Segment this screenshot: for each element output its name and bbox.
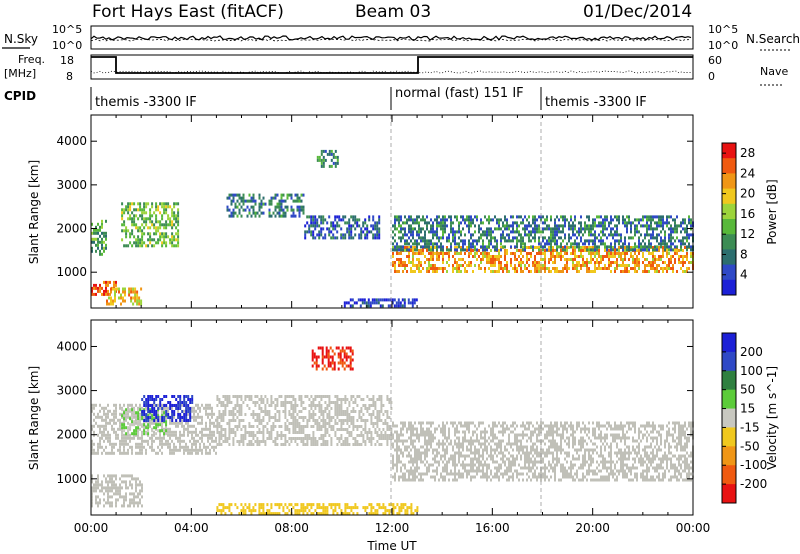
power-ytick-1000: 1000 bbox=[56, 265, 87, 279]
power-echo-band-8 bbox=[392, 215, 694, 252]
cpid-segment-3: themis -3300 IF bbox=[545, 95, 647, 110]
power-colorbar-swatch-6 bbox=[722, 234, 736, 250]
velocity-colorbar-swatch-7 bbox=[722, 465, 736, 485]
xtick-label-3: 12:00 bbox=[375, 521, 410, 535]
noise-tick-high: 10^5 bbox=[52, 23, 82, 36]
power-ylabel: Slant Range [km] bbox=[27, 160, 41, 264]
velocity-echo-band-2 bbox=[141, 395, 194, 422]
beam-title: Beam 03 bbox=[355, 2, 431, 22]
power-colorbar-swatch-2 bbox=[722, 173, 736, 190]
velocity-ytick-4000: 4000 bbox=[56, 339, 87, 353]
power-echo-band-1 bbox=[91, 280, 117, 296]
velocity-colorbar-tick-7: -200 bbox=[740, 477, 767, 491]
power-colorbar-swatch-9 bbox=[722, 279, 736, 296]
velocity-ytick-3000: 3000 bbox=[56, 384, 87, 398]
velocity-colorbar-swatch-0 bbox=[722, 333, 736, 353]
power-echo-band-5 bbox=[304, 215, 381, 240]
nave-tick-low: 0 bbox=[708, 70, 715, 83]
velocity-colorbar-tick-1: 100 bbox=[740, 364, 763, 378]
velocity-ylabel: Slant Range [km] bbox=[27, 366, 41, 470]
velocity-ytick-2000: 2000 bbox=[56, 428, 87, 442]
search-tick-low: 10^0 bbox=[708, 39, 738, 52]
velocity-colorbar-tick-5: -50 bbox=[740, 439, 760, 453]
nave-line bbox=[90, 70, 692, 74]
power-colorbar-tick-3: 16 bbox=[740, 207, 755, 221]
cpid-segment-1: themis -3300 IF bbox=[95, 95, 197, 110]
date-title: 01/Dec/2014 bbox=[583, 2, 692, 22]
freq-tick-high: 18 bbox=[60, 54, 74, 67]
velocity-colorbar-swatch-3 bbox=[722, 389, 736, 410]
freq-panel: Freq. [MHz] 18 8 60 0 Nave bbox=[4, 53, 788, 86]
velocity-colorbar-swatch-6 bbox=[722, 446, 736, 466]
xtick-label-5: 20:00 bbox=[575, 521, 610, 535]
power-ytick-4000: 4000 bbox=[56, 134, 87, 148]
velocity-echo-band-3 bbox=[91, 474, 143, 508]
velocity-colorbar-tick-0: 200 bbox=[740, 345, 763, 359]
cpid-label: CPID bbox=[4, 89, 36, 103]
power-ytick-2000: 2000 bbox=[56, 222, 87, 236]
power-colorbar-swatch-5 bbox=[722, 219, 736, 235]
cpid-panel: CPID themis -3300 IF normal (fast) 151 I… bbox=[4, 86, 647, 110]
velocity-colorbar-tick-4: -15 bbox=[740, 420, 760, 434]
station-title: Fort Hays East (fitACF) bbox=[92, 2, 284, 22]
power-ytick-3000: 3000 bbox=[56, 178, 87, 192]
noise-tick-low: 10^0 bbox=[52, 39, 82, 52]
power-colorbar-label: Power [dB] bbox=[765, 179, 779, 244]
power-colorbar-tick-1: 8 bbox=[740, 247, 748, 261]
power-colorbar-tick-6: 28 bbox=[740, 146, 755, 160]
velocity-echo-band-5 bbox=[311, 346, 354, 371]
velocity-echo-band-7 bbox=[216, 503, 419, 516]
noise-search-line bbox=[90, 38, 692, 42]
power-colorbar-tick-4: 20 bbox=[740, 187, 755, 201]
power-colorbar-swatch-1 bbox=[722, 158, 736, 174]
power-echo-band-0 bbox=[91, 219, 107, 256]
power-echo-band-9 bbox=[343, 298, 418, 308]
velocity-echo-band-1 bbox=[121, 408, 168, 436]
xtick-label-2: 08:00 bbox=[274, 521, 309, 535]
noise-panel: N.Sky 10^5 10^0 10^5 10^0 N.Search bbox=[2, 23, 800, 52]
velocity-colorbar-swatch-2 bbox=[722, 370, 736, 391]
velocity-colorbar-swatch-4 bbox=[722, 408, 736, 428]
power-echo-band-4 bbox=[226, 193, 305, 218]
velocity-colorbar-swatch-5 bbox=[722, 427, 736, 447]
velocity-colorbar-tick-2: 50 bbox=[740, 383, 755, 397]
velocity-colorbar-label: Velocity [m s^-1] bbox=[765, 366, 779, 470]
noise-search-label: N.Search bbox=[746, 32, 800, 46]
time-xlabel: Time UT bbox=[366, 539, 417, 553]
power-colorbar-swatch-8 bbox=[722, 264, 736, 281]
freq-tick-low: 8 bbox=[66, 70, 73, 83]
xtick-label-6: 00:00 bbox=[676, 521, 711, 535]
power-colorbar-swatch-3 bbox=[722, 188, 736, 205]
xtick-label-4: 16:00 bbox=[475, 521, 510, 535]
noise-label: N.Sky bbox=[4, 32, 38, 46]
power-colorbar-swatch-0 bbox=[722, 143, 736, 159]
cpid-segment-2: normal (fast) 151 IF bbox=[395, 86, 524, 101]
power-echo-band-3 bbox=[121, 202, 180, 248]
velocity-echo-band-4 bbox=[216, 395, 393, 446]
freq-label: Freq. bbox=[18, 53, 45, 66]
xtick-label-0: 00:00 bbox=[74, 521, 109, 535]
velocity-colorbar-tick-6: -100 bbox=[740, 458, 767, 472]
power-colorbar-swatch-7 bbox=[722, 249, 736, 266]
velocity-ytick-1000: 1000 bbox=[56, 472, 87, 486]
power-colorbar-tick-5: 24 bbox=[740, 166, 755, 180]
power-colorbar-swatch-4 bbox=[722, 203, 736, 220]
velocity-colorbar-swatch-8 bbox=[722, 484, 736, 504]
power-colorbar-tick-0: 4 bbox=[740, 268, 748, 282]
xtick-label-1: 04:00 bbox=[174, 521, 209, 535]
velocity-colorbar-tick-3: 15 bbox=[740, 402, 755, 416]
nave-tick-high: 60 bbox=[708, 54, 722, 67]
velocity-colorbar-swatch-1 bbox=[722, 351, 736, 372]
freq-unit-label: [MHz] bbox=[4, 67, 36, 80]
power-colorbar-tick-2: 12 bbox=[740, 227, 755, 241]
velocity-echo-band-6 bbox=[392, 421, 694, 482]
power-panel: 1000 2000 3000 4000 Slant Range [km] 4 8 12 16… bbox=[27, 114, 779, 309]
search-tick-high: 10^5 bbox=[708, 23, 738, 36]
power-echo-band-6 bbox=[316, 149, 339, 168]
velocity-panel: 1000 2000 3000 4000 Slant Range [km] 200 100… bbox=[27, 319, 779, 553]
noise-sky-line bbox=[90, 35, 692, 41]
power-echo-band-2 bbox=[106, 287, 143, 306]
nave-label: Nave bbox=[760, 65, 788, 78]
